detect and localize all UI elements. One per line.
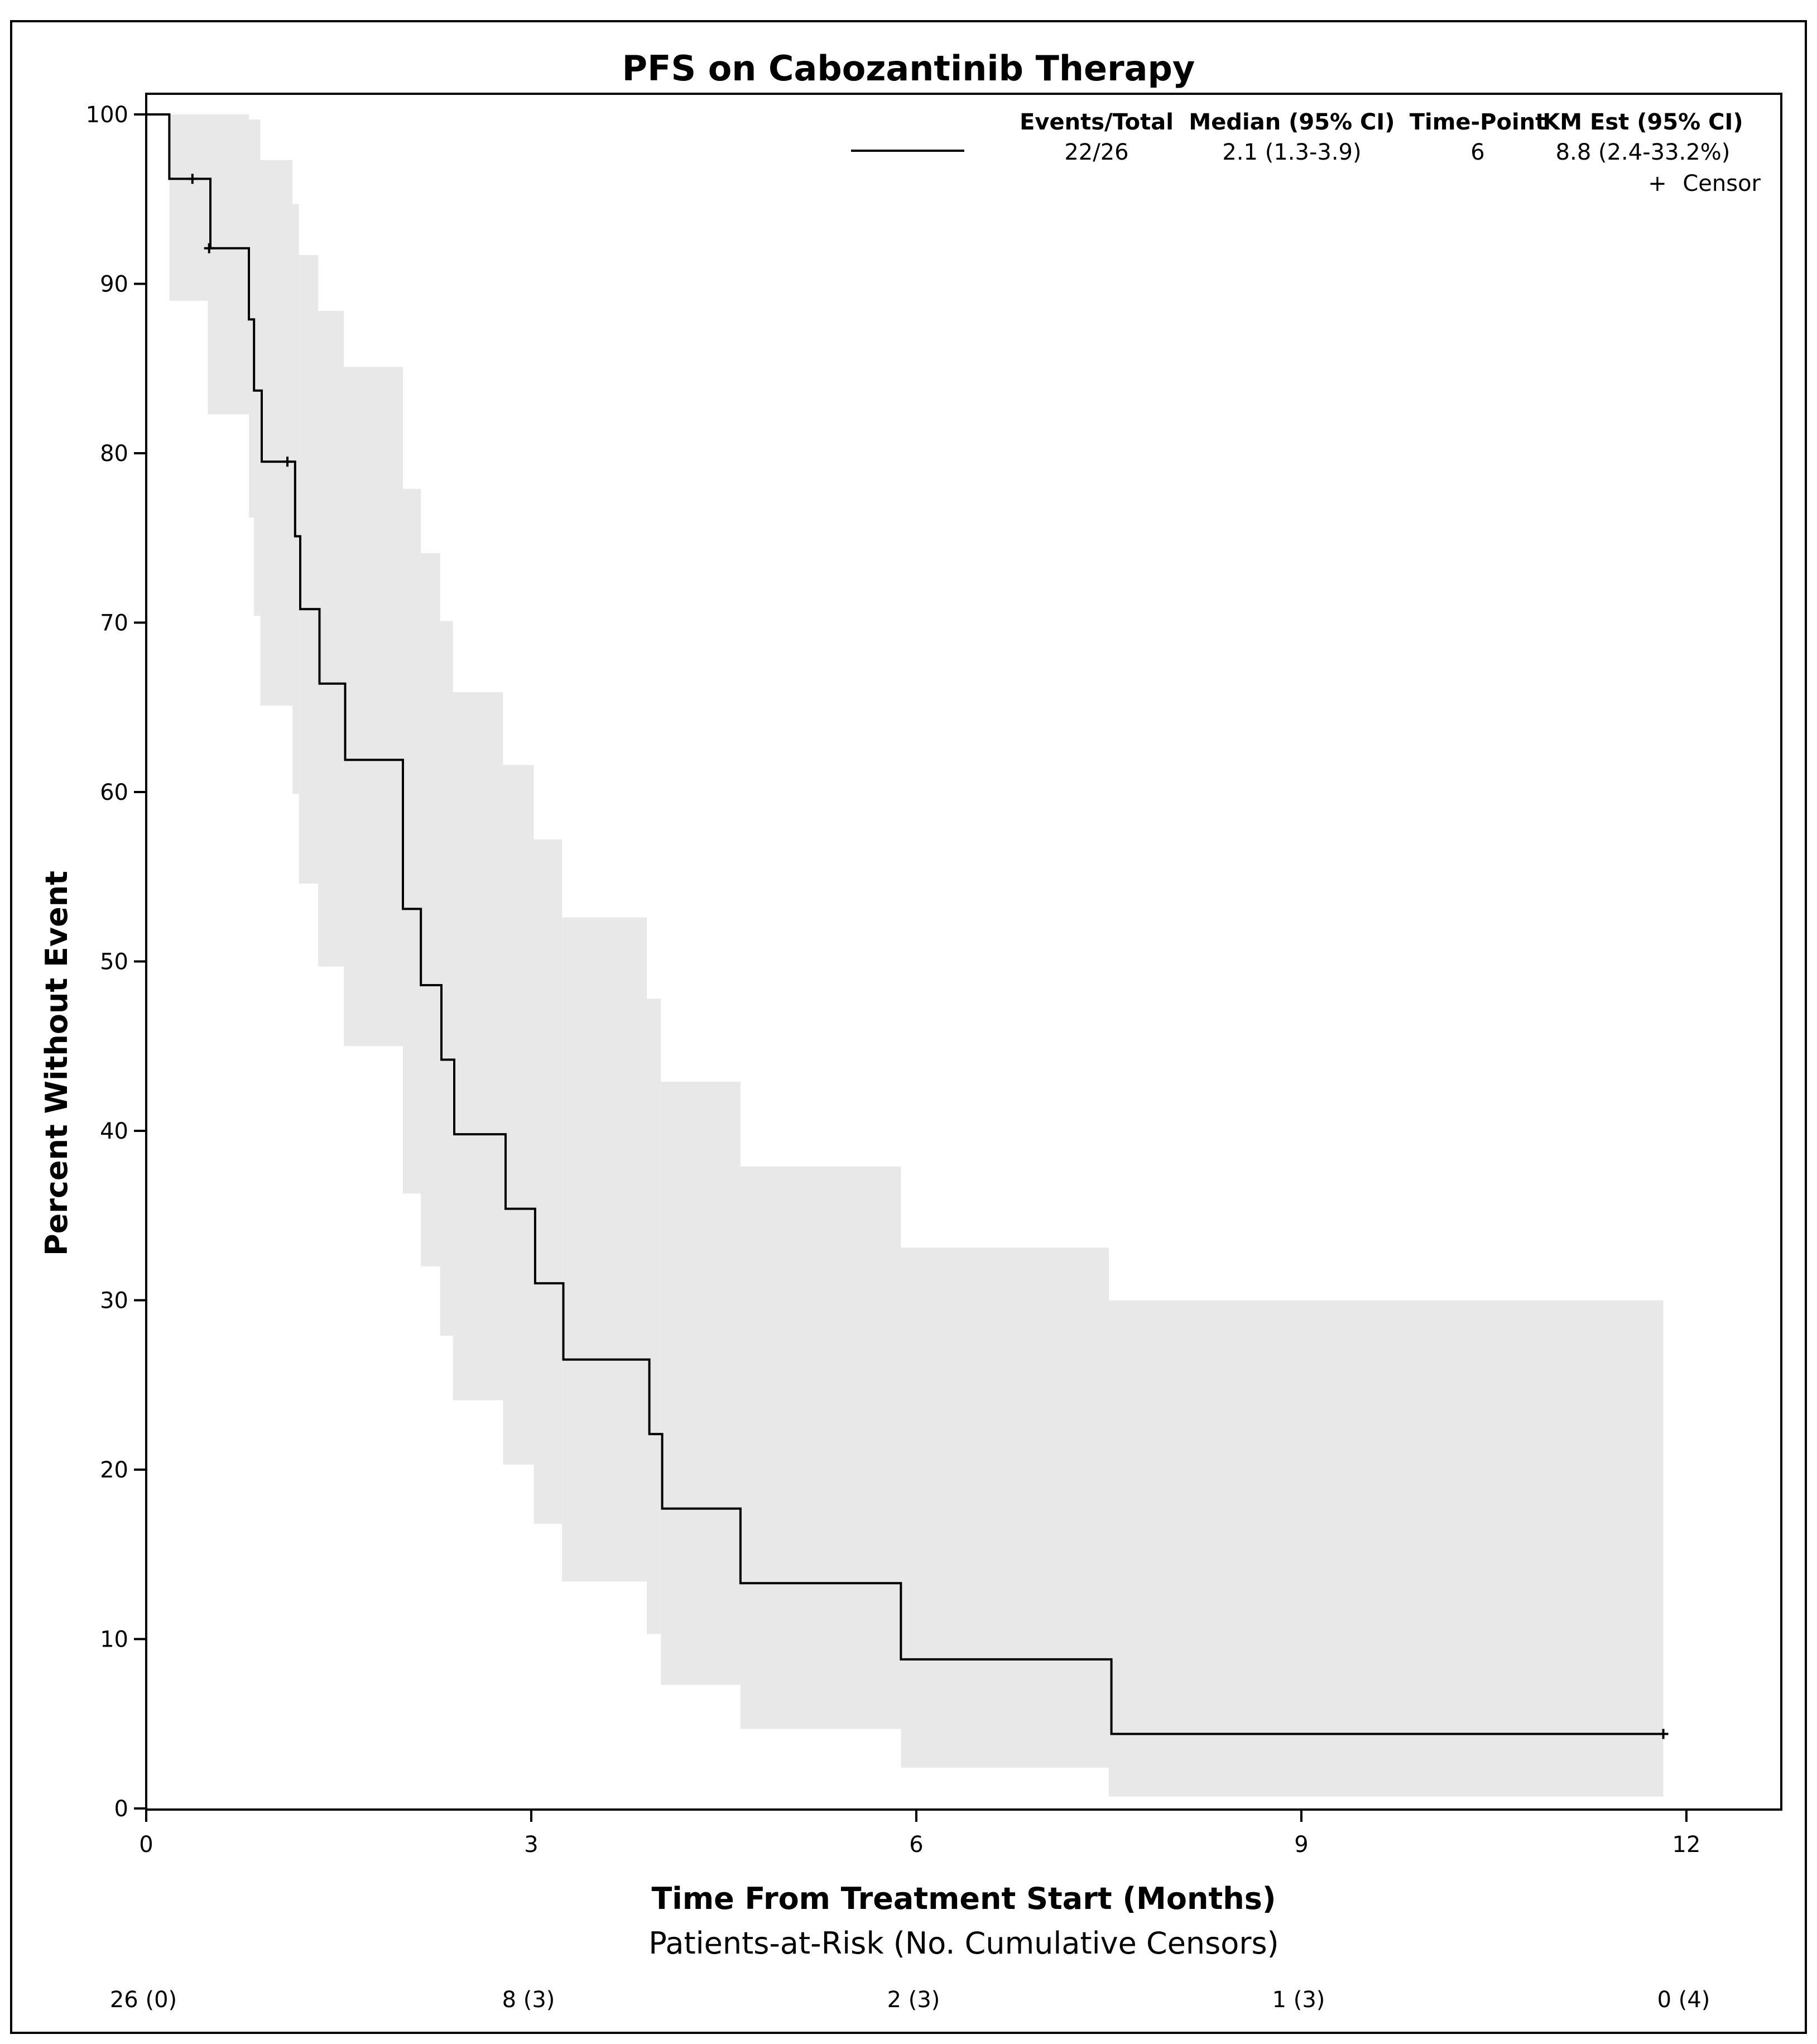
- y-tick-label: 10: [100, 1627, 128, 1653]
- risk-table-title: Patients-at-Risk (No. Cumulative Censors…: [648, 1926, 1278, 1961]
- x-tick-label: 6: [909, 1832, 923, 1858]
- ci-band-segment: [421, 553, 440, 1266]
- censor-marker: [282, 457, 292, 467]
- risk-table-entry: 1 (3): [1272, 1987, 1325, 2013]
- legend-value-events: 22/26: [1064, 140, 1128, 165]
- ci-band-segment: [208, 114, 249, 415]
- ci-band-segment: [1109, 1300, 1664, 1797]
- y-axis: 0 10 20 30 40 50 60 70 80 90 100: [86, 102, 146, 1822]
- risk-table-entry: 26 (0): [110, 1987, 177, 2013]
- legend-value-timepoint: 6: [1470, 140, 1484, 165]
- legend-header-median: Median (95% CI): [1189, 109, 1395, 135]
- risk-table: 26 (0) 8 (3) 2 (3) 1 (3) 0 (4): [110, 1987, 1710, 2013]
- legend-header-timepoint: Time-Point: [1410, 109, 1546, 135]
- ci-band-segment: [503, 765, 534, 1465]
- ci-band-segment: [403, 488, 421, 1194]
- legend-censor-label: Censor: [1683, 171, 1761, 196]
- plot-frame: [145, 93, 1782, 1811]
- legend-censor-marker: +: [1648, 171, 1667, 196]
- risk-table-entry: 2 (3): [887, 1987, 940, 2013]
- confidence-band: [169, 114, 1664, 1797]
- ci-band-segment: [260, 160, 293, 706]
- y-tick-label: 20: [100, 1457, 128, 1483]
- ci-band-segment: [440, 621, 453, 1336]
- ci-band-segment: [562, 917, 647, 1582]
- ci-band-segment: [661, 1081, 741, 1685]
- x-tick-label: 9: [1294, 1832, 1308, 1858]
- ci-band-segment: [740, 1166, 901, 1729]
- risk-table-entry: 8 (3): [502, 1987, 555, 2013]
- y-tick-label: 50: [100, 949, 128, 975]
- ci-band-segment: [318, 311, 344, 967]
- ci-band-segment: [901, 1247, 1109, 1768]
- legend-value-km-est: 8.8 (2.4-33.2%): [1556, 140, 1731, 165]
- x-axis: 0 3 6 9 12: [139, 1810, 1700, 1858]
- y-tick-label: 80: [100, 441, 128, 467]
- y-tick-label: 100: [86, 102, 128, 128]
- censor-marker: [204, 243, 214, 253]
- ci-band-segment: [647, 999, 661, 1634]
- x-tick-label: 3: [524, 1832, 538, 1858]
- y-tick-label: 0: [114, 1796, 128, 1822]
- y-tick-label: 70: [100, 611, 128, 636]
- ci-band-segment: [453, 692, 503, 1400]
- censor-marker: [1658, 1729, 1669, 1739]
- censor-marker: [187, 174, 198, 184]
- risk-table-entry: 0 (4): [1657, 1987, 1710, 2013]
- outer-frame: [10, 20, 1807, 2034]
- censor-markers: [187, 174, 1669, 1739]
- legend-value-median: 2.1 (1.3-3.9): [1222, 140, 1361, 165]
- ci-band-segment: [299, 255, 319, 884]
- y-tick-label: 60: [100, 780, 128, 805]
- legend: Events/Total Median (95% CI) Time-Point …: [851, 109, 1761, 196]
- y-tick-label: 40: [100, 1119, 128, 1144]
- x-axis-label: Time From Treatment Start (Months): [651, 1881, 1276, 1916]
- km-step-line: [146, 113, 1664, 1735]
- chart-title: PFS on Cabozantinib Therapy: [622, 48, 1195, 89]
- y-tick-label: 30: [100, 1288, 128, 1314]
- km-curve: [146, 113, 1664, 1735]
- y-tick-label: 90: [100, 272, 128, 298]
- legend-header-km-est: KM Est (95% CI): [1542, 109, 1743, 135]
- y-axis-label: Percent Without Event: [39, 871, 74, 1256]
- ci-band-segment: [533, 839, 563, 1524]
- legend-header-events: Events/Total: [1020, 109, 1174, 135]
- x-tick-label: 0: [139, 1832, 153, 1858]
- ci-band-segment: [344, 367, 403, 1047]
- ci-band-segment: [169, 114, 208, 301]
- ci-band-segment: [254, 119, 261, 616]
- x-tick-label: 12: [1672, 1832, 1701, 1858]
